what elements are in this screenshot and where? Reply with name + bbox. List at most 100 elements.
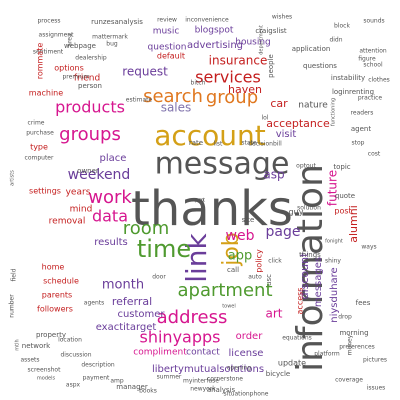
word-years: years [66, 188, 91, 198]
word-followers: followers [37, 305, 73, 314]
word-link: link [180, 232, 213, 282]
word-asp: asp [263, 168, 284, 182]
word-address: address [157, 307, 228, 328]
word-wishes: wishes [272, 14, 292, 21]
word-process: process [37, 18, 60, 25]
word-search: search [143, 86, 203, 107]
word-topic: topic [333, 163, 350, 171]
word-bicycle: bicycle [266, 370, 290, 378]
word-alumni: alumni [347, 205, 360, 243]
word-morning: morning [339, 329, 368, 337]
word-post: post [334, 207, 351, 216]
word-thanks: thanks [131, 181, 293, 237]
word-crime: crime [28, 120, 45, 127]
word-work: work [88, 187, 132, 208]
word-discussion: discussion [60, 352, 91, 359]
word-assets: assets [20, 357, 39, 364]
word-figure: figure [358, 56, 376, 63]
word-platform: platform [314, 351, 340, 358]
word-drop: drop [338, 314, 352, 321]
word-message: message [155, 147, 290, 182]
word-summer: summer [157, 374, 182, 381]
word-models: models [37, 376, 56, 382]
word-web: web [226, 228, 255, 244]
word-services: services [195, 68, 261, 87]
word-cost: cost [368, 151, 381, 158]
word-data: data [92, 207, 128, 226]
word-webpage: webpage [64, 42, 96, 50]
word-nature: nature [298, 101, 328, 111]
word-agents: agents [84, 300, 104, 307]
word-removal: removal [49, 217, 86, 227]
word-insurance: insurance [209, 54, 268, 68]
word-options: options [54, 64, 83, 73]
word-field: field [11, 268, 18, 281]
word-haven: haven [228, 83, 262, 96]
word-page: page [266, 224, 301, 240]
word-compliment: compliment [133, 348, 187, 358]
word-dealership: dealership [75, 55, 107, 62]
word-part: part [195, 198, 205, 204]
word-acceptance: acceptance [266, 117, 330, 130]
word-area: area [67, 33, 74, 47]
word-apartment: apartment [177, 280, 272, 301]
word-account: account [154, 119, 266, 152]
word-request: request [122, 65, 168, 79]
word-site: site [242, 216, 255, 224]
word-questions: questions [303, 62, 337, 70]
word-review: review [157, 17, 177, 24]
word-network: network [22, 342, 51, 350]
word-optout: optout [296, 163, 316, 170]
word-agent: agent [351, 125, 371, 133]
word-cornerstone: cornerstone [207, 376, 243, 383]
word-rate: rate [189, 139, 203, 147]
word-pictures: pictures [363, 357, 387, 364]
word-update: update [278, 359, 306, 368]
word-school: school [363, 62, 383, 69]
word-equations: equations [282, 335, 312, 342]
word-parents: parents [42, 291, 72, 300]
word-niysduhare: niysduhare [329, 267, 340, 322]
word-inconvenience: inconvenience [185, 17, 229, 24]
word-things: things [299, 251, 321, 259]
word-advertising: advertising [187, 40, 243, 51]
word-runzesanalysis: runzesanalysis [91, 18, 143, 26]
word-app: app [228, 249, 252, 264]
word-manager: manager [116, 383, 148, 391]
word-time: time [137, 235, 191, 263]
word-instability: instability [331, 74, 365, 82]
word-newyork: newyork [190, 386, 216, 393]
word-amp: amp [110, 378, 124, 385]
word-readers: readers [351, 110, 374, 117]
word-blogspot: blogspot [195, 26, 234, 36]
word-analysis: analysis [207, 386, 236, 394]
word-myinterfase: myinterfase [183, 378, 219, 385]
word-month: month [102, 278, 144, 293]
word-exactitarget: exactitarget [96, 322, 157, 333]
word-lol: lol [261, 115, 268, 122]
word-home: home [42, 263, 65, 272]
word-sentiment: sentiment [33, 49, 64, 56]
word-group: group [206, 87, 258, 108]
word-visit: visit [276, 129, 297, 140]
word-information: information [290, 164, 331, 372]
word-craigslist: craigslist [255, 27, 287, 35]
word-bitch: bitch [191, 80, 206, 87]
word-books: books [139, 388, 157, 395]
word-number: number [9, 294, 16, 318]
word-room: room [123, 218, 170, 239]
word-rommate: rommate [36, 43, 45, 80]
word-ways: ways [361, 244, 376, 251]
word-org: org [196, 198, 204, 204]
word-fonight: fonight [325, 239, 343, 245]
word-art: art [266, 307, 283, 321]
word-estimate: estimate [126, 97, 153, 104]
word-weekend: weekend [68, 167, 131, 183]
word-results: results [94, 237, 128, 248]
word-libertymutualsolutions: libertymutualsolutions [152, 364, 264, 375]
word-owner: owner [77, 167, 99, 175]
word-application: application [292, 45, 331, 53]
word-question: question [148, 43, 187, 53]
word-opening: opening [227, 365, 251, 372]
